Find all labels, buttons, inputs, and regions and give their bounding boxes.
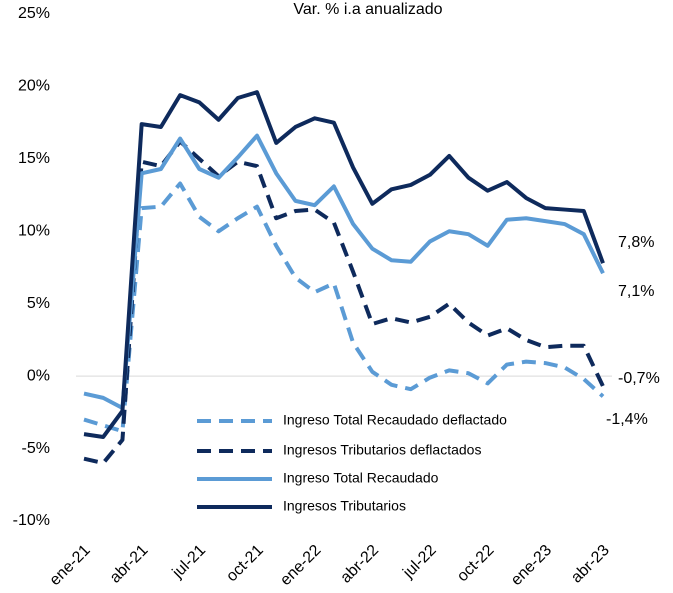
legend-label: Ingresos Tributarios deflactados (283, 442, 481, 458)
y-tick-label: -5% (22, 440, 50, 457)
value-label: -1,4% (606, 411, 648, 428)
legend-label: Ingreso Total Recaudado (283, 470, 439, 486)
value-label: 7,1% (618, 283, 654, 300)
legend-label: Ingreso Total Recaudado deflactado (283, 412, 507, 428)
x-tick-label: abr-22 (337, 542, 382, 587)
x-tick-label: jul-22 (399, 542, 439, 582)
legend-label: Ingresos Tributarios (283, 498, 406, 514)
y-tick-label: 10% (18, 223, 50, 240)
y-tick-label: 20% (18, 78, 50, 95)
x-tick-label: oct-22 (454, 542, 498, 586)
y-tick-label: 5% (27, 295, 50, 312)
x-tick-label: jul-21 (169, 542, 209, 582)
value-label: -0,7% (618, 370, 660, 387)
y-tick-label: 0% (27, 367, 50, 384)
x-tick-label: oct-21 (223, 542, 267, 586)
series-line (83, 181, 605, 434)
series-line (83, 90, 605, 439)
x-tick-label: abr-23 (568, 542, 613, 587)
x-tick-label: ene-23 (508, 542, 555, 589)
chart-title: Var. % i.a anualizado (293, 1, 442, 18)
y-tick-label: -10% (13, 512, 50, 529)
y-tick-label: 15% (18, 150, 50, 167)
value-label: 7,8% (618, 234, 654, 251)
y-tick-label: 25% (18, 5, 50, 22)
x-tick-label: ene-22 (277, 542, 324, 589)
x-tick-label: abr-21 (107, 542, 152, 587)
series-line (83, 133, 605, 411)
x-tick-label: ene-21 (47, 542, 94, 589)
